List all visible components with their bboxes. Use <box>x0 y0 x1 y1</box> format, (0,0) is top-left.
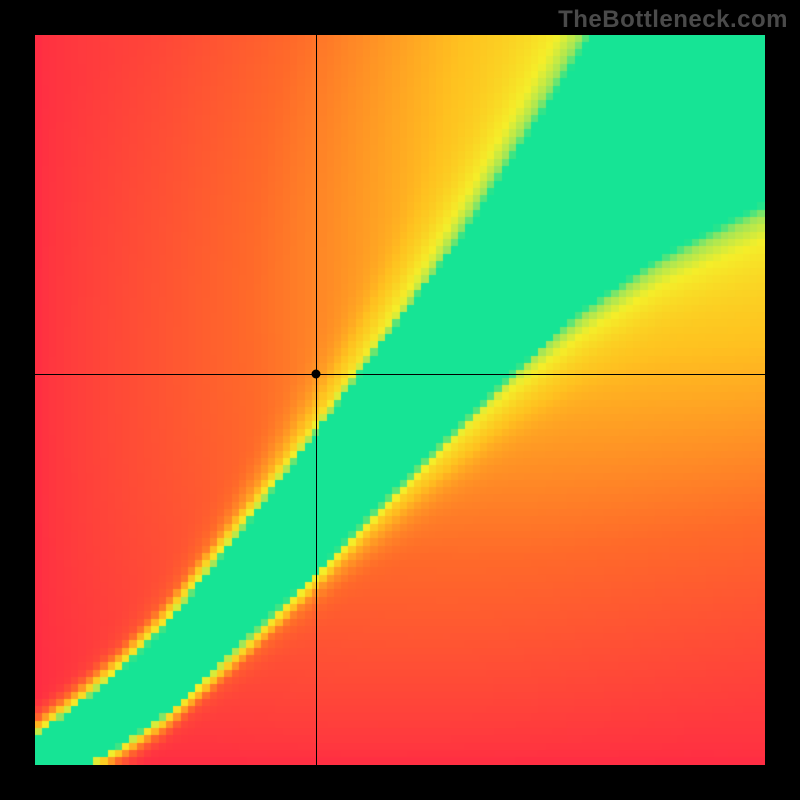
marker-point <box>312 370 321 379</box>
chart-container: TheBottleneck.com <box>0 0 800 800</box>
watermark-text: TheBottleneck.com <box>558 6 788 34</box>
heatmap-plot <box>35 35 765 765</box>
border-left <box>0 0 35 800</box>
crosshair-vertical <box>316 35 317 765</box>
crosshair-horizontal <box>35 374 765 375</box>
heatmap-canvas <box>35 35 765 765</box>
border-bottom <box>0 765 800 800</box>
border-right <box>765 0 800 800</box>
